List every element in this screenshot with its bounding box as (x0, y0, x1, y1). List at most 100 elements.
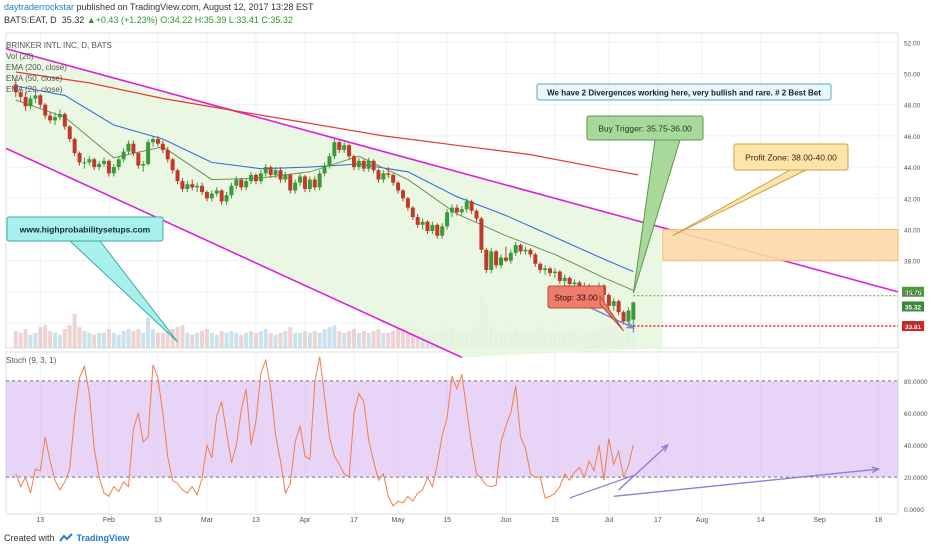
candle-body[interactable] (239, 179, 244, 188)
candle-body[interactable] (160, 143, 165, 150)
candle-body[interactable] (200, 185, 205, 193)
candle-body[interactable] (450, 207, 454, 213)
candle-body[interactable] (616, 301, 621, 313)
candle-body[interactable] (523, 249, 528, 252)
candle-body[interactable] (543, 268, 548, 271)
candle-body[interactable] (293, 182, 298, 191)
candle-body[interactable] (626, 310, 631, 322)
candle-body[interactable] (136, 153, 141, 166)
candle-body[interactable] (121, 151, 126, 160)
candle-body[interactable] (499, 257, 504, 266)
candle-body[interactable] (214, 190, 219, 194)
candle-body[interactable] (518, 245, 523, 252)
candle-body[interactable] (273, 170, 278, 175)
candle-body[interactable] (92, 159, 97, 168)
candle-body[interactable] (557, 271, 562, 281)
candle-body[interactable] (464, 201, 469, 210)
candle-body[interactable] (155, 139, 160, 144)
candle-body[interactable] (327, 156, 332, 166)
candle-body[interactable] (474, 210, 479, 219)
candle-body[interactable] (23, 96, 28, 107)
stoch-label[interactable]: Stoch (9, 3, 1) (6, 356, 57, 365)
stoch-divergence-line[interactable] (569, 474, 634, 499)
candle-body[interactable] (376, 170, 381, 180)
candle-body[interactable] (175, 170, 180, 182)
candle-body[interactable] (371, 160, 376, 171)
candle-body[interactable] (322, 165, 327, 174)
candle-body[interactable] (479, 218, 484, 250)
candle-body[interactable] (548, 268, 553, 274)
footer-brand[interactable]: TradingView (76, 533, 130, 543)
candle-body[interactable] (288, 174, 293, 191)
candle-body[interactable] (106, 160, 111, 174)
candle-body[interactable] (307, 179, 312, 189)
candle-body[interactable] (57, 114, 62, 118)
stop-callout-box[interactable] (547, 285, 605, 309)
candle-body[interactable] (405, 198, 410, 208)
candle-body[interactable] (533, 254, 538, 264)
candle-body[interactable] (347, 145, 352, 157)
candle-body[interactable] (278, 170, 283, 180)
candle-body[interactable] (538, 263, 543, 271)
candle-body[interactable] (396, 182, 401, 191)
candle-body[interactable] (18, 92, 23, 97)
candle-body[interactable] (528, 249, 533, 255)
channel-lower-line[interactable] (5, 147, 463, 359)
candle-body[interactable] (28, 98, 33, 107)
stoch-line[interactable] (15, 356, 634, 507)
legend-ema50[interactable]: EMA (50, close) (6, 74, 63, 83)
candle-body[interactable] (180, 181, 185, 189)
candle-body[interactable] (513, 245, 518, 253)
headline-callout-box[interactable] (536, 83, 832, 101)
candle-body[interactable] (190, 184, 195, 188)
candle-body[interactable] (151, 139, 156, 143)
candle-body[interactable] (48, 115, 53, 121)
candle-body[interactable] (253, 174, 258, 182)
candle-body[interactable] (82, 162, 87, 164)
candle-body[interactable] (170, 159, 175, 171)
candle-body[interactable] (572, 282, 577, 285)
candle-body[interactable] (415, 217, 420, 225)
candle-body[interactable] (445, 212, 450, 227)
author-link[interactable]: daytraderrockstar (4, 2, 75, 12)
buy-trigger-callout-box[interactable] (586, 115, 704, 141)
candle-body[interactable] (332, 142, 337, 157)
candle-body[interactable] (72, 139, 77, 154)
candle-body[interactable] (234, 179, 239, 186)
candle-body[interactable] (62, 114, 67, 127)
candle-body[interactable] (102, 160, 107, 164)
candle-body[interactable] (165, 149, 170, 160)
candle-body[interactable] (312, 179, 317, 188)
candle-body[interactable] (67, 126, 72, 140)
candle-body[interactable] (400, 190, 405, 199)
candle-body[interactable] (53, 117, 58, 121)
candle-body[interactable] (381, 173, 386, 180)
candle-body[interactable] (97, 163, 102, 168)
candle-body[interactable] (302, 176, 307, 189)
candle-body[interactable] (209, 193, 214, 199)
candle-body[interactable] (391, 174, 396, 183)
profit-zone-box[interactable] (662, 228, 899, 262)
candle-body[interactable] (361, 160, 366, 169)
legend-ema20[interactable]: EMA (20, close) (6, 85, 63, 94)
candle-body[interactable] (38, 95, 43, 105)
candle-body[interactable] (342, 145, 347, 150)
candle-body[interactable] (185, 184, 190, 189)
candle-body[interactable] (552, 271, 557, 274)
candle-body[interactable] (484, 249, 489, 271)
candle-body[interactable] (430, 224, 435, 232)
candle-body[interactable] (283, 174, 288, 180)
candle-body[interactable] (351, 156, 356, 168)
candle-body[interactable] (116, 159, 121, 168)
legend-vol[interactable]: Vol (20) (6, 52, 34, 61)
ema200-line[interactable] (15, 71, 639, 176)
candle-body[interactable] (469, 201, 474, 211)
candle-body[interactable] (631, 302, 636, 320)
candle-body[interactable] (337, 142, 342, 150)
candle-body[interactable] (366, 160, 371, 169)
candle-body[interactable] (219, 190, 224, 202)
candle-body[interactable] (258, 173, 263, 182)
candle-body[interactable] (131, 143, 136, 154)
candle-body[interactable] (224, 195, 229, 202)
